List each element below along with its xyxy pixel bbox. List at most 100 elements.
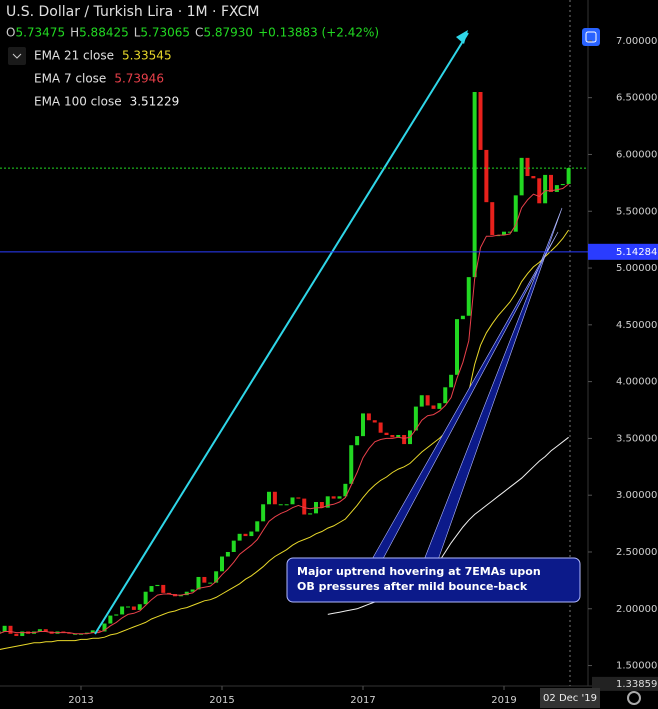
candle xyxy=(308,513,313,515)
candle xyxy=(96,630,101,632)
candle xyxy=(484,149,489,203)
y-tick-label: 3.00000 xyxy=(616,490,657,501)
candle xyxy=(478,91,483,150)
candle xyxy=(167,592,172,595)
candle xyxy=(537,178,542,204)
price-label: 1.33859 xyxy=(616,679,657,690)
candle xyxy=(126,606,130,608)
candle xyxy=(14,633,19,637)
ohlc-value: 5.87930 xyxy=(203,26,253,40)
callout-box xyxy=(286,557,581,603)
candle xyxy=(43,629,48,632)
y-tick-label: 4.50000 xyxy=(616,320,657,331)
chart-title: U.S. Dollar / Turkish Lira · 1M · FXCM xyxy=(6,4,259,20)
candle xyxy=(366,413,371,421)
candle xyxy=(8,625,13,634)
candle xyxy=(67,632,72,634)
x-tick-label: 2013 xyxy=(68,695,93,706)
collapse-button[interactable] xyxy=(8,47,26,65)
ema-line xyxy=(0,183,569,635)
x-tick-label: 2015 xyxy=(209,695,234,706)
candle xyxy=(202,576,207,583)
settings-button[interactable] xyxy=(582,28,600,46)
ohlc-value: 5.73065 xyxy=(140,26,190,40)
ohlc-key: C xyxy=(195,26,203,40)
candle xyxy=(549,174,553,192)
legend-value: 3.51229 xyxy=(130,95,180,109)
candle xyxy=(296,497,301,499)
candle xyxy=(384,432,389,435)
candle xyxy=(449,374,454,388)
candle xyxy=(114,614,119,616)
candle xyxy=(255,521,260,532)
arrow-head xyxy=(456,30,468,44)
candle xyxy=(102,623,107,632)
candle xyxy=(355,436,360,446)
legend-value: 5.73946 xyxy=(114,72,164,86)
ohlc-key: H xyxy=(70,26,79,40)
ohlc-key: L xyxy=(134,26,141,40)
candle xyxy=(208,582,213,584)
ohlc-key: O xyxy=(6,26,15,40)
candle xyxy=(278,504,283,506)
candle xyxy=(460,315,465,320)
candle xyxy=(466,277,471,316)
candle xyxy=(190,589,195,592)
candle xyxy=(413,406,418,431)
candle xyxy=(220,556,224,572)
candle xyxy=(155,584,160,587)
price-label: 5.14284 xyxy=(616,247,657,258)
candle xyxy=(143,591,148,605)
candle xyxy=(543,174,548,204)
x-tick-label: 2017 xyxy=(350,695,375,706)
ohlc-value: 5.73475 xyxy=(15,26,65,40)
gear-icon[interactable] xyxy=(627,691,641,705)
candle xyxy=(431,405,436,409)
candle xyxy=(337,496,342,499)
candle xyxy=(343,483,348,497)
candle xyxy=(396,434,401,438)
candle xyxy=(161,584,166,593)
legend-value: 5.33545 xyxy=(122,49,172,63)
candle xyxy=(178,595,183,597)
candle xyxy=(472,91,477,278)
y-tick-label: 6.50000 xyxy=(616,93,657,104)
ohlc-value: 5.88425 xyxy=(79,26,129,40)
candle xyxy=(237,533,242,541)
candle xyxy=(502,231,506,236)
candle xyxy=(319,502,324,508)
candle xyxy=(513,195,518,232)
candle xyxy=(84,632,89,634)
candle xyxy=(402,434,407,445)
y-tick-label: 5.00000 xyxy=(616,263,657,274)
candle xyxy=(231,540,236,552)
candle xyxy=(519,157,524,196)
candle xyxy=(455,319,459,375)
candle xyxy=(0,631,1,633)
candle xyxy=(325,496,330,508)
y-tick-label: 7.00000 xyxy=(616,36,657,47)
collapse-icon xyxy=(12,53,22,59)
candle xyxy=(349,445,354,484)
y-tick-label: 6.00000 xyxy=(616,149,657,160)
candle xyxy=(284,504,289,506)
candle xyxy=(225,551,230,557)
candle xyxy=(525,157,530,177)
candle xyxy=(2,625,7,632)
candle xyxy=(372,420,377,423)
settings-icon xyxy=(585,31,597,43)
x-tick-label: 2019 xyxy=(491,695,516,706)
candle xyxy=(196,576,201,590)
candle xyxy=(272,491,277,505)
time-label: 02 Dec '19 xyxy=(543,693,597,704)
plot xyxy=(0,91,571,650)
candle xyxy=(507,231,512,233)
candle xyxy=(560,183,565,186)
candle xyxy=(331,496,336,499)
candle xyxy=(443,387,448,404)
candle xyxy=(261,504,266,522)
candle xyxy=(290,497,295,505)
price-label-box xyxy=(592,676,658,691)
y-tick-label: 3.50000 xyxy=(616,433,657,444)
ohlc-value: +0.13883 (+2.42%) xyxy=(258,26,379,40)
